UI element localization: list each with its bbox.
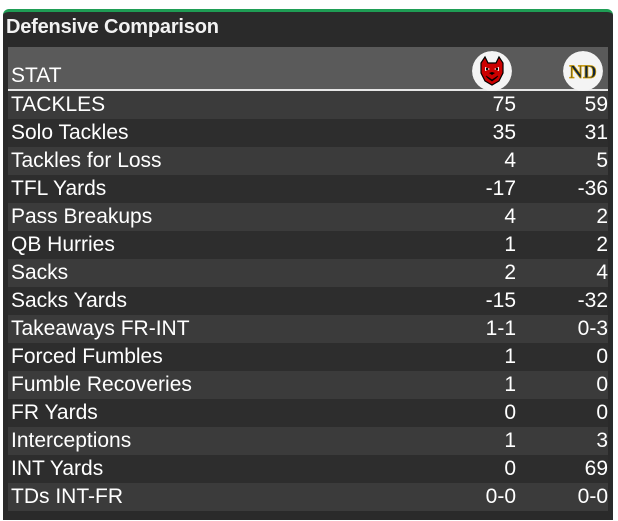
team2-value: 0 [596,345,608,368]
team1-value: -17 [485,177,516,200]
table-row: FR Yards 0 0 [8,399,608,427]
team1-value: 1 [504,373,516,396]
team1-value: 1-1 [485,317,516,340]
table-row: TDs INT-FR 0-0 0-0 [8,483,608,511]
stat-label: TFL Yards [11,177,107,200]
table-row: Tackles for Loss 4 5 [8,147,608,175]
stat-label: Sacks Yards [11,289,127,312]
table-row: INT Yards 0 69 [8,455,608,483]
table-row: TFL Yards -17 -36 [8,175,608,203]
table-row: Takeaways FR-INT 1-1 0-3 [8,315,608,343]
table-row: Sacks Yards -15 -32 [8,287,608,315]
nd-monogram-logo-icon: ND [563,51,603,91]
stats-table: STAT ND [8,47,608,511]
table-row: QB Hurries 1 2 [8,231,608,259]
team2-value: 31 [584,121,608,144]
table-row: Sacks 2 4 [8,259,608,287]
team2-value: -32 [577,289,608,312]
team2-value: 69 [584,457,608,480]
team2-value: 0-3 [577,317,608,340]
stat-label: Interceptions [11,429,132,452]
stat-label: Forced Fumbles [11,345,163,368]
team1-value: 4 [504,205,516,228]
table-row: Forced Fumbles 1 0 [8,343,608,371]
team2-value: -36 [577,177,608,200]
team1-value: 75 [492,93,516,116]
wolf-head-logo-icon [472,51,512,91]
stat-column-header: STAT [11,64,62,87]
panel-title: Defensive Comparison [6,16,219,38]
team1-value: 1 [504,429,516,452]
team2-value: 0-0 [577,485,608,508]
table-row: TACKLES 75 59 [8,91,608,119]
team1-value: -15 [485,289,516,312]
team2-value: 0 [596,373,608,396]
team1-value: 0 [504,457,516,480]
defensive-comparison-panel: Defensive Comparison STAT [3,9,613,520]
table-header: STAT ND [8,47,608,91]
team2-value: 0 [596,401,608,424]
stat-label: FR Yards [11,401,98,424]
team2-value: 2 [596,205,608,228]
stat-label: Takeaways FR-INT [11,317,190,340]
team2-value: 2 [596,233,608,256]
table-body: TACKLES 75 59 Solo Tackles 35 31 Tackles… [8,91,608,511]
stat-label: TACKLES [11,93,106,116]
stat-label: INT Yards [11,457,104,480]
team2-value: 5 [596,149,608,172]
team1-value: 4 [504,149,516,172]
stat-label: TDs INT-FR [11,485,123,508]
team1-value: 1 [504,233,516,256]
stat-label: Fumble Recoveries [11,373,192,396]
team1-value: 2 [504,261,516,284]
table-row: Fumble Recoveries 1 0 [8,371,608,399]
stat-label: Tackles for Loss [11,149,162,172]
stat-label: Sacks [11,261,69,284]
stat-label: QB Hurries [11,233,115,256]
table-row: Interceptions 1 3 [8,427,608,455]
team1-value: 1 [504,345,516,368]
team2-value: 59 [584,93,608,116]
team1-value: 0-0 [485,485,516,508]
stat-label: Pass Breakups [11,205,153,228]
team1-value: 35 [492,121,516,144]
svg-text:ND: ND [569,62,596,83]
team1-value: 0 [504,401,516,424]
stat-label: Solo Tackles [11,121,129,144]
team2-value: 4 [596,261,608,284]
team2-value: 3 [596,429,608,452]
table-row: Solo Tackles 35 31 [8,119,608,147]
table-row: Pass Breakups 4 2 [8,203,608,231]
